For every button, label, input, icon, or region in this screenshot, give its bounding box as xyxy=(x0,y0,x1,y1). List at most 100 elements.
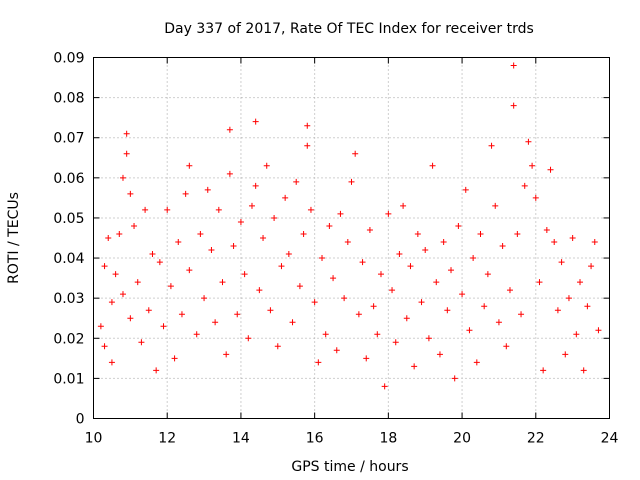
data-point xyxy=(558,259,565,266)
data-point xyxy=(503,343,510,350)
data-point xyxy=(536,279,543,286)
data-point xyxy=(101,343,108,350)
data-point xyxy=(591,239,598,246)
data-point xyxy=(193,331,200,338)
data-point xyxy=(440,239,447,246)
y-tick-label: 0.02 xyxy=(53,331,84,347)
data-point xyxy=(392,339,399,346)
data-point xyxy=(108,299,115,306)
data-point xyxy=(569,235,576,241)
data-point xyxy=(451,375,458,382)
data-point xyxy=(562,351,569,358)
gridlines xyxy=(93,57,610,419)
data-points xyxy=(97,62,602,390)
y-tick-label: 0.01 xyxy=(53,371,84,387)
data-point xyxy=(131,222,138,229)
data-point xyxy=(330,275,337,282)
data-point xyxy=(304,122,311,129)
data-point xyxy=(448,267,455,274)
data-point xyxy=(142,206,149,213)
data-point xyxy=(138,339,145,346)
data-point xyxy=(462,186,469,193)
data-point xyxy=(271,214,278,221)
data-point xyxy=(300,230,307,237)
data-point xyxy=(149,251,156,258)
data-point xyxy=(322,331,329,338)
data-point xyxy=(470,255,477,262)
x-axis-ticks: 10 12 14 16 18 20 22 24 xyxy=(85,57,619,447)
data-point xyxy=(418,299,425,306)
data-point xyxy=(304,142,311,149)
data-point xyxy=(370,303,377,310)
data-point xyxy=(127,315,134,322)
y-tick-label: 0.05 xyxy=(53,211,84,227)
y-tick-label: 0.08 xyxy=(53,91,84,107)
data-point xyxy=(499,243,506,250)
data-point xyxy=(481,303,488,310)
data-point xyxy=(182,190,189,197)
x-tick-label: 24 xyxy=(601,431,619,447)
data-point xyxy=(363,355,370,362)
data-point xyxy=(436,351,443,358)
data-point xyxy=(459,291,466,298)
data-point xyxy=(510,62,517,69)
data-point xyxy=(389,287,396,294)
data-point xyxy=(326,222,333,229)
data-point xyxy=(595,327,602,334)
data-point xyxy=(547,166,554,173)
data-point xyxy=(577,279,584,286)
data-point xyxy=(260,235,267,241)
data-point xyxy=(477,230,484,237)
data-point xyxy=(355,311,362,318)
chart-title: Day 337 of 2017, Rate Of TEC Index for r… xyxy=(164,21,534,37)
data-point xyxy=(230,243,237,250)
data-point xyxy=(414,230,421,237)
data-point xyxy=(444,307,451,314)
data-point xyxy=(285,251,292,258)
data-point xyxy=(226,170,233,177)
data-point xyxy=(588,263,595,270)
data-point xyxy=(208,247,215,254)
data-point xyxy=(495,319,502,326)
data-point xyxy=(540,367,547,374)
data-point xyxy=(492,202,499,209)
x-tick-label: 20 xyxy=(453,431,471,447)
data-point xyxy=(108,359,115,366)
data-point xyxy=(551,239,558,246)
data-point xyxy=(518,311,525,318)
data-point xyxy=(105,235,112,241)
data-point xyxy=(580,367,587,374)
data-point xyxy=(377,271,384,278)
y-axis-ticks: 0 0.01 0.02 0.03 0.04 0.05 0.06 0.07 0.08 0.09 xyxy=(53,51,610,428)
data-point xyxy=(223,351,230,358)
data-point xyxy=(219,279,226,286)
data-point xyxy=(488,142,495,149)
data-point xyxy=(204,186,211,193)
data-point xyxy=(127,190,134,197)
data-point xyxy=(529,162,536,169)
data-point xyxy=(484,271,491,278)
data-point xyxy=(116,230,123,237)
data-point xyxy=(348,178,355,185)
data-point xyxy=(237,218,244,225)
data-point xyxy=(164,206,171,213)
data-point xyxy=(252,182,259,189)
x-axis-label: GPS time / hours xyxy=(291,459,408,475)
data-point xyxy=(374,331,381,338)
y-axis-label: ROTI / TECUs xyxy=(6,192,22,284)
data-point xyxy=(433,279,440,286)
x-tick-label: 22 xyxy=(527,431,545,447)
y-tick-label: 0.03 xyxy=(53,291,84,307)
data-point xyxy=(134,279,141,286)
data-point xyxy=(215,206,222,213)
data-point xyxy=(532,194,539,201)
data-point xyxy=(123,150,130,157)
data-point xyxy=(425,335,432,342)
data-point xyxy=(311,299,318,306)
data-point xyxy=(278,263,285,270)
data-point xyxy=(506,287,513,294)
data-point xyxy=(407,263,414,270)
data-point xyxy=(201,295,208,302)
x-tick-label: 18 xyxy=(379,431,397,447)
data-point xyxy=(123,130,130,137)
